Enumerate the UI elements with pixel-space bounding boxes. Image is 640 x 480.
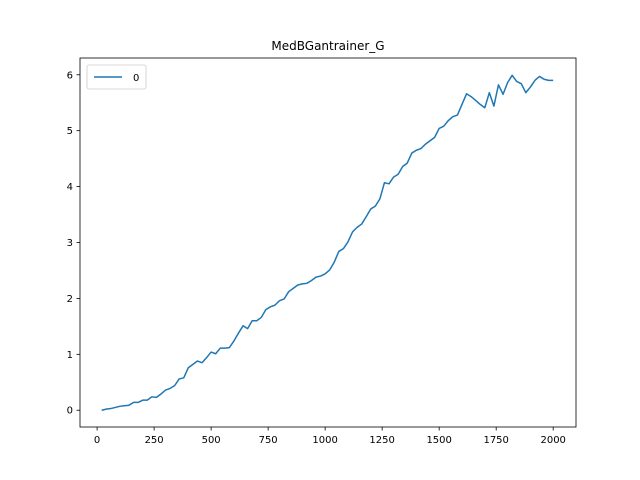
x-tick-label: 500	[202, 435, 221, 446]
y-tick-label: 4	[67, 182, 73, 193]
y-tick-label: 5	[67, 126, 73, 137]
y-tick-label: 2	[67, 294, 73, 305]
y-tick-label: 0	[67, 406, 73, 417]
chart-title: MedBGantrainer_G	[271, 39, 384, 53]
x-tick-label: 1750	[483, 435, 508, 446]
x-tick-label: 250	[145, 435, 164, 446]
legend: 0	[86, 64, 147, 90]
x-tick-label: 1000	[312, 435, 337, 446]
y-tick-label: 3	[67, 238, 73, 249]
x-tick-label: 1250	[369, 435, 394, 446]
y-tick-label: 6	[67, 70, 73, 81]
legend-label: 0	[133, 73, 139, 84]
series-line-0	[101, 74, 554, 411]
x-tick-label: 2000	[540, 435, 565, 446]
x-tick-label: 750	[259, 435, 278, 446]
x-tick-label: 1500	[426, 435, 451, 446]
axes: 0 250 500 750 1000 1250 1500 1750 2000 0 1 2 3 4 5 6	[67, 57, 577, 446]
y-tick-label: 1	[67, 350, 73, 361]
x-tick-label: 0	[94, 435, 100, 446]
plot-area	[101, 74, 554, 411]
